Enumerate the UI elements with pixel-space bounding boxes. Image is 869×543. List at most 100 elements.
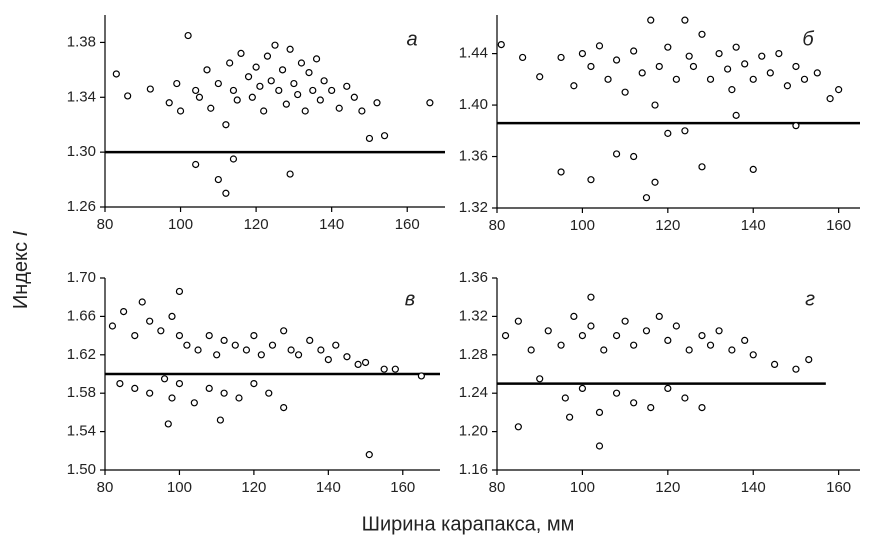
- point: [698, 163, 706, 171]
- point: [698, 404, 706, 412]
- point: [268, 341, 277, 349]
- point: [715, 327, 723, 335]
- x-tick-label: 160: [390, 479, 415, 496]
- point: [732, 111, 740, 119]
- point: [792, 122, 800, 130]
- point: [301, 107, 309, 115]
- point: [316, 96, 324, 104]
- point: [306, 336, 314, 344]
- x-tick-label: 160: [826, 217, 851, 234]
- point: [263, 52, 272, 60]
- point: [312, 55, 321, 63]
- x-tick-label: 120: [655, 217, 680, 234]
- point: [612, 332, 621, 340]
- point: [587, 62, 595, 71]
- point: [361, 358, 370, 367]
- point: [168, 312, 176, 320]
- point: [226, 59, 234, 67]
- y-tick-label: 1.50: [67, 461, 96, 478]
- point: [157, 327, 165, 335]
- point: [655, 62, 663, 71]
- point: [749, 165, 757, 173]
- point: [664, 336, 672, 344]
- point: [587, 293, 595, 301]
- point: [647, 16, 655, 24]
- point: [651, 101, 659, 109]
- point: [651, 178, 659, 186]
- x-tick-label: 80: [489, 217, 506, 234]
- y-tick-label: 1.54: [67, 423, 96, 440]
- point: [205, 384, 213, 392]
- point: [497, 40, 505, 49]
- point: [724, 65, 732, 73]
- y-tick-label: 1.36: [459, 269, 488, 286]
- point: [131, 384, 139, 392]
- point: [426, 99, 434, 107]
- point: [173, 79, 181, 88]
- x-tick-label: 160: [395, 216, 420, 233]
- point: [728, 346, 736, 354]
- point: [642, 194, 651, 202]
- point: [536, 73, 544, 81]
- x-tick-label: 120: [241, 479, 266, 496]
- x-tick-label: 120: [655, 479, 680, 496]
- point: [164, 420, 172, 428]
- y-tick-label: 1.32: [459, 199, 488, 216]
- point: [557, 168, 565, 176]
- panel-label: в: [405, 288, 415, 310]
- point: [672, 322, 680, 330]
- point: [324, 356, 332, 364]
- panel-label: а: [406, 28, 417, 50]
- point: [335, 104, 343, 112]
- point: [205, 332, 213, 340]
- point: [207, 104, 215, 112]
- point: [570, 82, 578, 90]
- point: [664, 384, 672, 392]
- point: [175, 380, 184, 388]
- point: [124, 92, 132, 100]
- point: [514, 423, 522, 431]
- point: [728, 86, 736, 94]
- point: [587, 176, 595, 184]
- panel-label: б: [802, 28, 814, 50]
- point: [365, 134, 374, 143]
- point: [630, 47, 638, 55]
- point: [231, 341, 239, 349]
- point: [257, 351, 265, 359]
- point: [195, 93, 204, 101]
- point: [689, 62, 698, 71]
- y-tick-label: 1.28: [459, 346, 488, 363]
- y-tick-label: 1.34: [67, 88, 96, 105]
- point: [131, 332, 139, 340]
- point: [229, 86, 238, 95]
- point: [350, 93, 358, 101]
- point: [655, 312, 663, 320]
- x-tick-label: 80: [97, 216, 114, 233]
- x-tick-label: 140: [316, 479, 341, 496]
- point: [587, 322, 595, 330]
- point: [220, 389, 228, 397]
- point: [766, 69, 774, 77]
- point: [165, 99, 173, 107]
- point: [328, 86, 336, 95]
- y-tick-label: 1.44: [459, 45, 488, 62]
- x-tick-label: 140: [741, 217, 766, 234]
- x-tick-label: 160: [826, 479, 851, 496]
- x-tick-label: 140: [741, 479, 766, 496]
- point: [749, 351, 757, 359]
- point: [175, 332, 184, 340]
- point: [192, 86, 200, 95]
- point: [557, 53, 565, 62]
- point: [244, 73, 253, 81]
- point: [792, 62, 800, 71]
- point: [565, 413, 574, 421]
- point: [108, 322, 117, 330]
- x-tick-label: 100: [570, 217, 595, 234]
- x-tick-label: 100: [570, 479, 595, 496]
- point: [190, 399, 198, 407]
- y-label-symbol: I: [10, 230, 32, 236]
- y-tick-label: 1.70: [67, 269, 96, 286]
- point: [630, 399, 638, 407]
- point: [248, 93, 256, 101]
